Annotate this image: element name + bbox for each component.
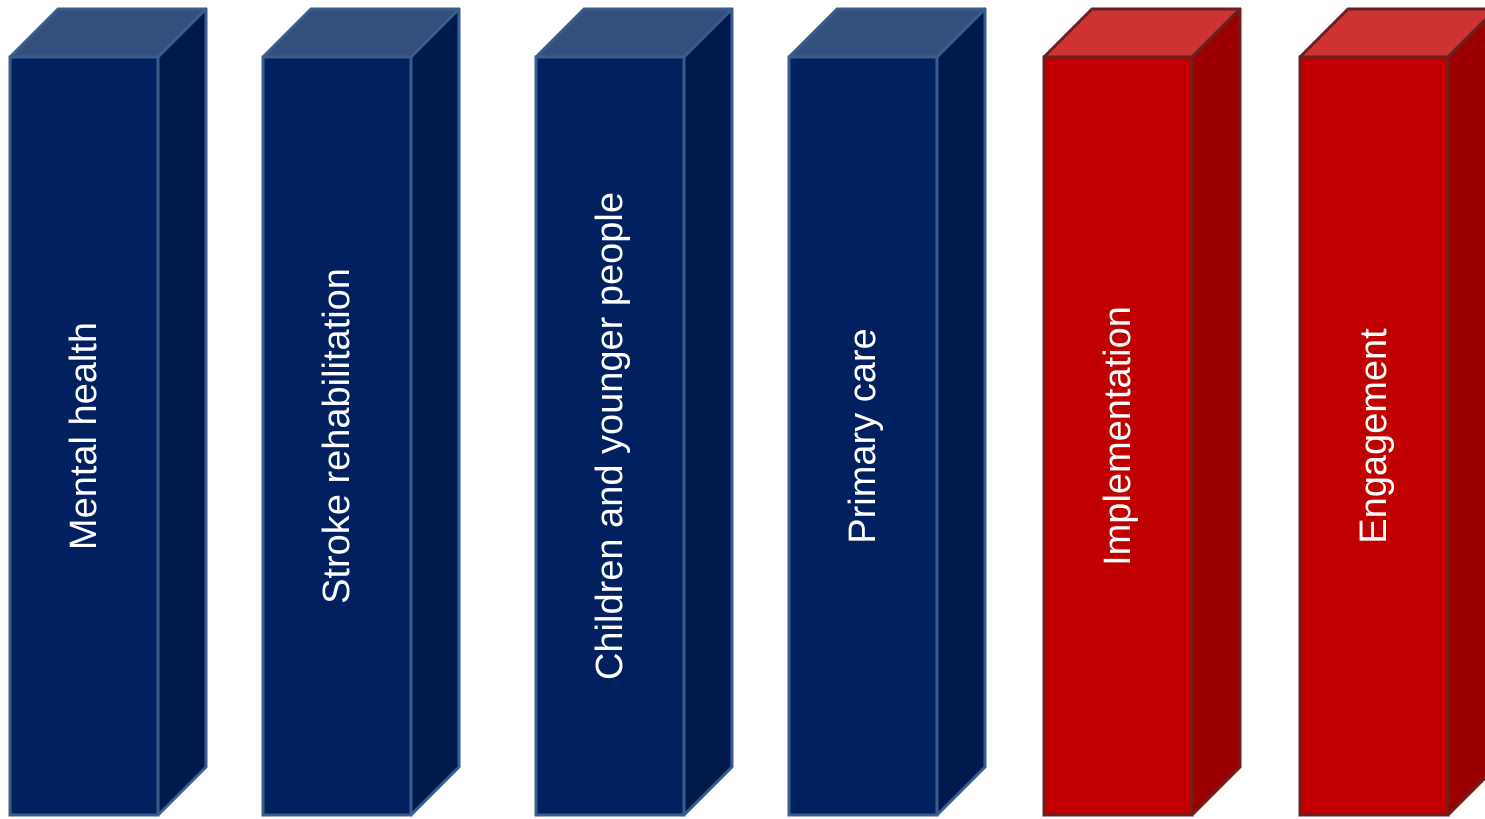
pillar-front-face	[787, 55, 939, 817]
pillar-front-face	[8, 55, 160, 817]
pillars-group: Mental health Stroke rehabilitation Childr…	[8, 7, 1485, 817]
pillar-front-face	[1042, 55, 1194, 817]
pillar-mental-health: Mental health	[8, 7, 208, 817]
pillar-front-face	[534, 55, 686, 817]
pillar-label-implementation: Implementation	[1097, 306, 1139, 566]
pillar-stroke-rehabilitation: Stroke rehabilitation	[261, 7, 461, 817]
pillar-label-engagement: Engagement	[1353, 328, 1395, 544]
pillar-label-mental-health: Mental health	[63, 322, 105, 550]
pillar-primary-care: Primary care	[787, 7, 987, 817]
pillar-label-children-and-younger-people: Children and younger people	[589, 192, 631, 680]
pillar-engagement: Engagement	[1298, 7, 1485, 817]
pillar-side-face	[409, 7, 461, 817]
pillar-front-face	[1298, 55, 1450, 817]
pillar-side-face	[1446, 17, 1485, 817]
pillar-front-face	[261, 55, 413, 817]
pillar-side-face	[1190, 7, 1242, 817]
pillar-label-stroke-rehabilitation: Stroke rehabilitation	[316, 268, 358, 604]
pillar-side-face	[156, 7, 208, 817]
pillar-children-and-younger-people: Children and younger people	[534, 7, 734, 817]
pillar-side-face	[682, 7, 734, 817]
pillar-implementation: Implementation	[1042, 7, 1242, 817]
pillar-side-face	[935, 7, 987, 817]
pillar-label-primary-care: Primary care	[842, 328, 884, 543]
